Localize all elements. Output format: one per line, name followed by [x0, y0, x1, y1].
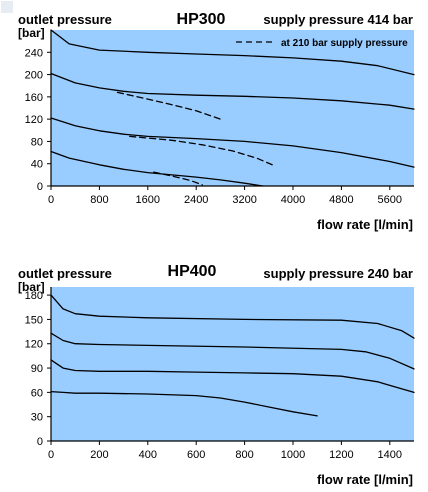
chart-hp400-plot: 0 30 60 90 120 150 180 0 200 400 600 800 1000 1200 140…: [25, 287, 415, 461]
chart-hp400-ytick-label: 30: [31, 412, 43, 424]
chart-hp400-xtick-label: 1200: [329, 449, 353, 461]
chart-hp400-ytick-label: 180: [25, 290, 43, 302]
chart-hp400-ytick-label: 120: [25, 339, 43, 351]
chart-hp400-outlet-label: outlet pressure: [18, 266, 112, 281]
chart-hp300-outlet-label: outlet pressure: [18, 12, 112, 27]
chart-hp300-xtick-label: 0: [48, 194, 54, 206]
chart-hp400-ylabel: [bar]: [18, 280, 45, 294]
chart-hp300-ytick-label: 80: [31, 136, 43, 148]
chart-hp300-series-2: [50, 117, 415, 168]
chart-hp400-series-2: [50, 359, 415, 394]
chart-hp300-xtick-label: 4800: [329, 194, 353, 206]
chart-hp400-ytick-label: 60: [31, 387, 43, 399]
chart-hp300-series-4: [116, 91, 222, 120]
chart-hp400-title: HP400: [168, 263, 217, 280]
chart-hp300-ytick-label: 160: [25, 92, 43, 104]
chart-hp300-ytick-label: 0: [37, 181, 43, 193]
chart-hp400-xtick-label: 1400: [378, 449, 402, 461]
chart-hp300-xtick-label: 4000: [281, 194, 305, 206]
chart-hp300-xlabel: flow rate [l/min]: [317, 217, 413, 232]
chart-hp400-xtick-label: 600: [187, 449, 205, 461]
chart-hp300-series-6: [153, 171, 203, 186]
chart-hp300-legend: at 210 bar supply pressure: [236, 38, 408, 49]
chart-hp300-ylabel: [bar]: [18, 26, 45, 40]
chart-hp400-series-0: [50, 294, 415, 339]
chart-hp300-legend-label: at 210 bar supply pressure: [281, 38, 408, 49]
chart-hp400-xtick-label: 0: [48, 449, 54, 461]
chart-hp400-xtick-label: 200: [90, 449, 108, 461]
chart-hp400-ytick-label: 0: [37, 436, 43, 448]
chart-hp400-ytick-label: 150: [25, 314, 43, 326]
chart-hp400-area: [51, 287, 414, 441]
chart-hp300-series-5: [129, 135, 276, 167]
chart-hp300-xtick-label: 3200: [232, 194, 256, 206]
chart-hp300-series-0: [50, 29, 415, 76]
chart-hp400-xtick-label: 400: [139, 449, 157, 461]
chart-hp400-series-1: [50, 332, 415, 370]
chart-hp300-series-3: [50, 150, 264, 187]
chart-hp300-ytick-label: 120: [25, 114, 43, 126]
chart-hp300-ytick-label: 40: [31, 159, 43, 171]
chart-hp300-ytick-label: 240: [25, 47, 43, 59]
chart-hp300-area: [51, 30, 414, 186]
chart-hp400: outlet pressure HP400 supply pressure 24…: [18, 263, 415, 487]
chart-hp300-ytick-label: 200: [25, 70, 43, 82]
chart-hp400-ytick-label: 90: [31, 363, 43, 375]
chart-hp300-title: HP300: [177, 11, 226, 28]
chart-hp400-xtick-label: 800: [235, 449, 253, 461]
chart-hp300-xtick-label: 2400: [184, 194, 208, 206]
chart-hp400-xlabel: flow rate [l/min]: [317, 472, 413, 487]
chart-hp400-xtick-label: 1000: [281, 449, 305, 461]
chart-hp400-supply-label: supply pressure 240 bar: [263, 266, 413, 281]
chart-hp300-xtick-label: 800: [90, 194, 108, 206]
chart-hp300-supply-label: supply pressure 414 bar: [263, 12, 413, 27]
chart-hp300-xtick-label: 5600: [378, 194, 402, 206]
chart-hp300: outlet pressure HP300 supply pressure 41…: [18, 11, 415, 232]
chart-hp300-xtick-label: 1600: [136, 194, 160, 206]
chart-hp300-series-1: [50, 72, 415, 110]
chart-hp400-series-3: [50, 390, 318, 417]
